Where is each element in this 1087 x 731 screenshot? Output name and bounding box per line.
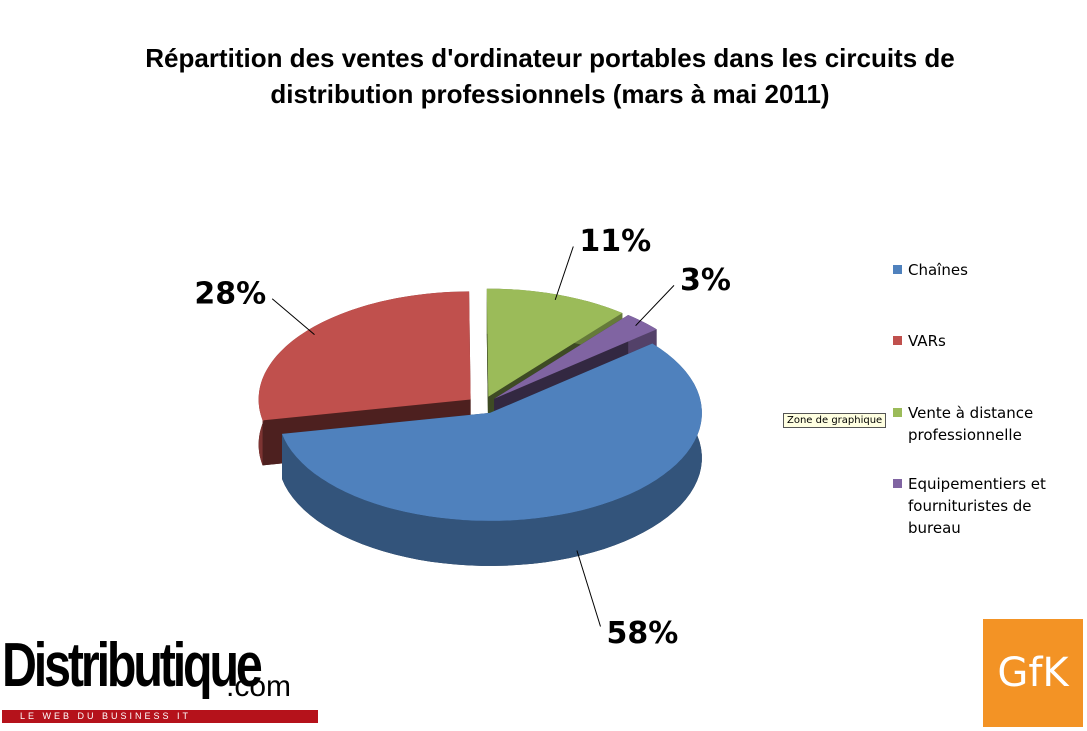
leader-line <box>271 298 315 335</box>
leader-line <box>576 550 601 627</box>
slice <box>258 291 471 421</box>
legend-item: Chaînes <box>893 259 1063 281</box>
legend-label: Equipementiers et fournituristes de bure… <box>908 475 1046 537</box>
data-label: 28% <box>194 276 266 311</box>
chart-title: Répartition des ventes d'ordinateur port… <box>145 43 955 109</box>
legend-label: Vente à distance professionnelle <box>908 404 1034 444</box>
slice-group <box>281 343 702 566</box>
legend-swatch <box>893 479 902 488</box>
slice <box>494 315 657 399</box>
legend-label: Chaînes <box>908 261 968 279</box>
legend-label: VARs <box>908 332 946 350</box>
tooltip: Zone de graphique <box>783 413 887 428</box>
leader-line <box>635 285 675 327</box>
legend-swatch <box>893 408 902 417</box>
data-label: 58% <box>607 616 679 651</box>
legend-item: Equipementiers et fournituristes de bure… <box>893 473 1063 539</box>
legend-item: Vente à distance professionnelle <box>893 402 1063 446</box>
logo-domain: .com <box>226 670 292 703</box>
slice-wall <box>282 343 702 566</box>
logo-tagline: LE WEB DU BUSINESS IT <box>2 710 318 723</box>
partner-logo: GfK <box>983 619 1083 727</box>
legend-item: VARs <box>893 330 1063 352</box>
legend-swatch <box>893 336 902 345</box>
slice <box>486 288 623 397</box>
site-logo: Distributique .com LE WEB DU BUSINESS IT <box>2 630 320 726</box>
leader-line <box>554 246 574 301</box>
slice <box>281 343 702 521</box>
legend-swatch <box>893 265 902 274</box>
data-label: 11% <box>579 224 651 259</box>
data-label: 3% <box>680 263 731 298</box>
logo-name: Distributique <box>2 631 263 700</box>
